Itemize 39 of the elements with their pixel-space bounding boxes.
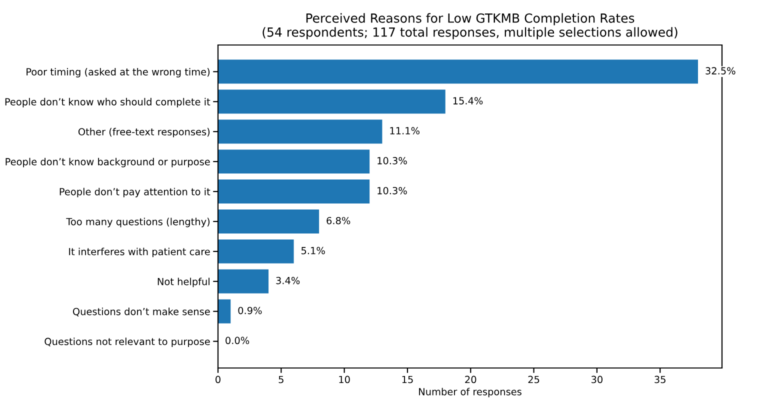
y-tick-label: People don’t know who should complete it xyxy=(5,98,210,108)
x-tick-label: 15 xyxy=(402,376,413,384)
annotation: 11.1% xyxy=(390,127,420,134)
annotation: 10.3% xyxy=(378,157,407,164)
x-tick-label: 5 xyxy=(278,376,284,384)
y-tick-label: Poor timing (asked at the wrong time) xyxy=(26,68,210,78)
x-tick-label: 0 xyxy=(216,376,220,384)
annotation: 0.9% xyxy=(238,306,262,314)
bar xyxy=(218,150,370,174)
y-tick-label: Questions not relevant to purpose xyxy=(44,338,210,348)
x-tick-label: 20 xyxy=(465,376,476,384)
bar xyxy=(218,60,698,84)
bar xyxy=(218,299,231,324)
bar xyxy=(218,180,370,204)
y-tick-label: Too many questions (lengthy) xyxy=(66,218,210,228)
annotation: 0.0% xyxy=(226,336,250,344)
y-tick-label: Questions don’t make sense xyxy=(72,308,210,316)
annotation: 15.4% xyxy=(453,97,483,104)
annotation: 10.3% xyxy=(378,186,407,194)
annotation: 32.5% xyxy=(706,67,736,74)
bar xyxy=(218,209,320,234)
x-tick-label: 10 xyxy=(339,376,350,384)
bar xyxy=(218,120,382,144)
chart-title: Perceived Reasons for Low GTKMB Completion Rates (54 respondents; 117 total responses, multiple selections allowed) xyxy=(262,13,678,40)
y-tick-label: People don’t pay attention to it xyxy=(60,188,210,198)
x-tick-label: 25 xyxy=(528,376,540,384)
x-tick-label: 30 xyxy=(592,376,602,384)
annotation: 3.4% xyxy=(276,276,300,284)
y-tick-label: People don’t know background or purpose xyxy=(6,158,210,168)
x-tick-label: 35 xyxy=(654,376,666,384)
annotation: 5.1% xyxy=(301,246,325,254)
bar xyxy=(218,239,294,264)
y-tick-label: Not helpful xyxy=(158,278,210,288)
y-tick-label: It interferes with patient care xyxy=(69,248,210,258)
y-tick-label: Other (free-text responses) xyxy=(78,128,210,138)
bar xyxy=(218,269,269,294)
bar xyxy=(218,90,446,114)
annotation: 6.8% xyxy=(326,216,350,224)
x-axis-title: Number of responses xyxy=(419,388,522,398)
